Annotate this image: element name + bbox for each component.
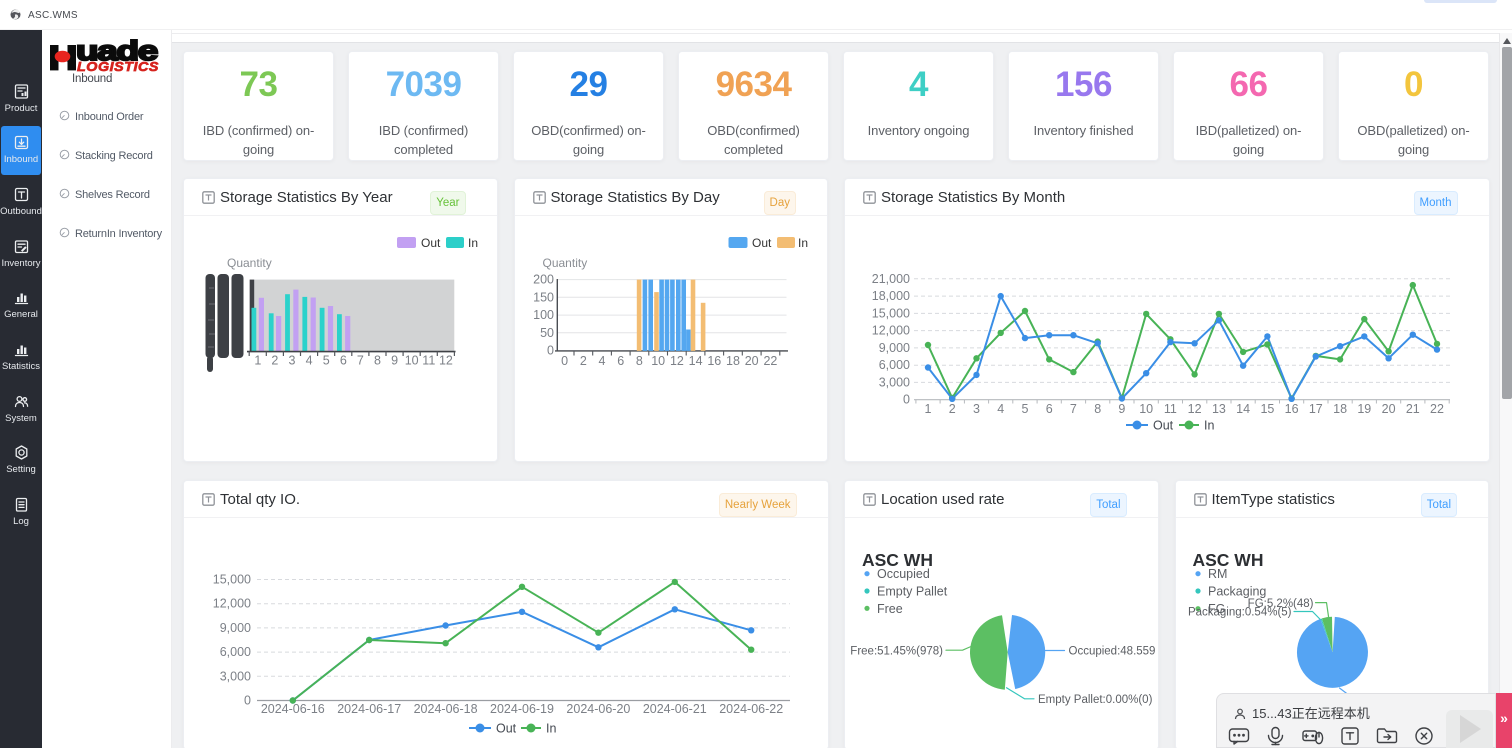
svg-text:Quantity: Quantity xyxy=(227,256,272,270)
svg-text:14: 14 xyxy=(1236,402,1250,416)
svg-text:12,000: 12,000 xyxy=(213,597,251,611)
svg-text:In: In xyxy=(1204,419,1214,433)
svg-text:6,000: 6,000 xyxy=(879,358,910,372)
svg-text:2024-06-18: 2024-06-18 xyxy=(414,702,478,716)
svg-text:22: 22 xyxy=(763,354,777,368)
svg-text:7: 7 xyxy=(357,354,364,368)
svg-text:15: 15 xyxy=(1260,402,1274,416)
svg-text:Quantity: Quantity xyxy=(542,256,587,270)
svg-text:1: 1 xyxy=(925,402,932,416)
svg-text:In: In xyxy=(546,722,556,736)
svg-text:10: 10 xyxy=(1139,402,1153,416)
svg-text:Out: Out xyxy=(752,236,772,250)
svg-text:100: 100 xyxy=(533,308,554,322)
svg-text:10: 10 xyxy=(405,354,419,368)
svg-text:18: 18 xyxy=(1333,402,1347,416)
svg-text:Empty Pallet: Empty Pallet xyxy=(877,585,948,599)
svg-text:2: 2 xyxy=(579,354,586,368)
svg-text:Occupied:48.559: Occupied:48.559 xyxy=(1069,646,1156,658)
svg-text:9,000: 9,000 xyxy=(879,341,910,355)
svg-text:200: 200 xyxy=(533,273,554,287)
svg-text:22: 22 xyxy=(1430,402,1444,416)
svg-text:FG: FG xyxy=(1208,602,1225,616)
svg-text:Out: Out xyxy=(421,236,441,250)
svg-text:2024-06-21: 2024-06-21 xyxy=(643,702,707,716)
svg-text:In: In xyxy=(798,236,808,250)
svg-text:15,000: 15,000 xyxy=(213,573,251,587)
svg-text:2024-06-17: 2024-06-17 xyxy=(337,702,401,716)
svg-text:6: 6 xyxy=(1046,402,1053,416)
svg-text:18: 18 xyxy=(726,354,740,368)
svg-text:2024-06-22: 2024-06-22 xyxy=(719,702,783,716)
svg-text:Empty Pallet:0.00%(0): Empty Pallet:0.00%(0) xyxy=(1038,694,1153,706)
svg-text:50: 50 xyxy=(540,326,554,340)
svg-text:21: 21 xyxy=(1406,402,1420,416)
svg-text:In: In xyxy=(468,236,478,250)
svg-text:2: 2 xyxy=(949,402,956,416)
svg-text:11: 11 xyxy=(1164,402,1177,416)
svg-text:16: 16 xyxy=(1285,402,1299,416)
svg-text:ASC WH: ASC WH xyxy=(862,550,933,570)
svg-text:2024-06-20: 2024-06-20 xyxy=(566,702,630,716)
svg-text:11: 11 xyxy=(422,354,435,368)
svg-text:RM: RM xyxy=(1208,567,1227,581)
svg-text:8: 8 xyxy=(1094,402,1101,416)
svg-text:5: 5 xyxy=(1022,402,1029,416)
svg-text:12,000: 12,000 xyxy=(872,324,910,338)
svg-text:0: 0 xyxy=(547,344,554,358)
svg-text:14: 14 xyxy=(688,354,702,368)
svg-text:3: 3 xyxy=(289,354,296,368)
svg-text:12: 12 xyxy=(1188,402,1202,416)
svg-text:7: 7 xyxy=(1070,402,1077,416)
svg-text:6: 6 xyxy=(340,354,347,368)
svg-text:0: 0 xyxy=(244,694,251,708)
svg-text:Free:51.45%(978): Free:51.45%(978) xyxy=(850,646,943,658)
svg-text:2024-06-16: 2024-06-16 xyxy=(261,702,325,716)
svg-text:4: 4 xyxy=(997,402,1004,416)
svg-text:Free: Free xyxy=(877,602,903,616)
svg-text:6: 6 xyxy=(617,354,624,368)
svg-text:21,000: 21,000 xyxy=(872,272,910,286)
svg-text:17: 17 xyxy=(1309,402,1323,416)
svg-text:5: 5 xyxy=(323,354,330,368)
svg-text:1: 1 xyxy=(254,354,261,368)
svg-text:18,000: 18,000 xyxy=(872,289,910,303)
svg-text:9,000: 9,000 xyxy=(220,621,251,635)
svg-text:3: 3 xyxy=(973,402,980,416)
svg-text:19: 19 xyxy=(1357,402,1371,416)
svg-text:4: 4 xyxy=(598,354,605,368)
svg-text:9: 9 xyxy=(1118,402,1125,416)
svg-text:16: 16 xyxy=(707,354,721,368)
svg-text:6,000: 6,000 xyxy=(220,645,251,659)
svg-text:0: 0 xyxy=(903,393,910,407)
svg-text:12: 12 xyxy=(669,354,683,368)
svg-text:0: 0 xyxy=(561,354,568,368)
svg-text:8: 8 xyxy=(635,354,642,368)
svg-text:9: 9 xyxy=(391,354,398,368)
svg-text:ASC WH: ASC WH xyxy=(1192,550,1263,570)
svg-text:Packaging:0.54%(5): Packaging:0.54%(5) xyxy=(1187,607,1291,619)
svg-text:8: 8 xyxy=(374,354,381,368)
svg-text:Out: Out xyxy=(496,722,517,736)
svg-text:4: 4 xyxy=(306,354,313,368)
svg-text:Out: Out xyxy=(1153,419,1174,433)
svg-text:15,000: 15,000 xyxy=(872,306,910,320)
svg-text:Packaging: Packaging xyxy=(1208,585,1266,599)
svg-text:12: 12 xyxy=(439,354,453,368)
svg-text:2024-06-19: 2024-06-19 xyxy=(490,702,554,716)
svg-text:2: 2 xyxy=(271,354,278,368)
svg-text:13: 13 xyxy=(1212,402,1226,416)
svg-text:Occupied: Occupied xyxy=(877,567,930,581)
svg-text:10: 10 xyxy=(651,354,665,368)
svg-text:150: 150 xyxy=(533,290,554,304)
svg-text:3,000: 3,000 xyxy=(879,375,910,389)
svg-text:FG:5.2%(48): FG:5.2%(48) xyxy=(1247,598,1313,610)
svg-text:20: 20 xyxy=(744,354,758,368)
svg-text:3,000: 3,000 xyxy=(220,669,251,683)
svg-text:20: 20 xyxy=(1382,402,1396,416)
